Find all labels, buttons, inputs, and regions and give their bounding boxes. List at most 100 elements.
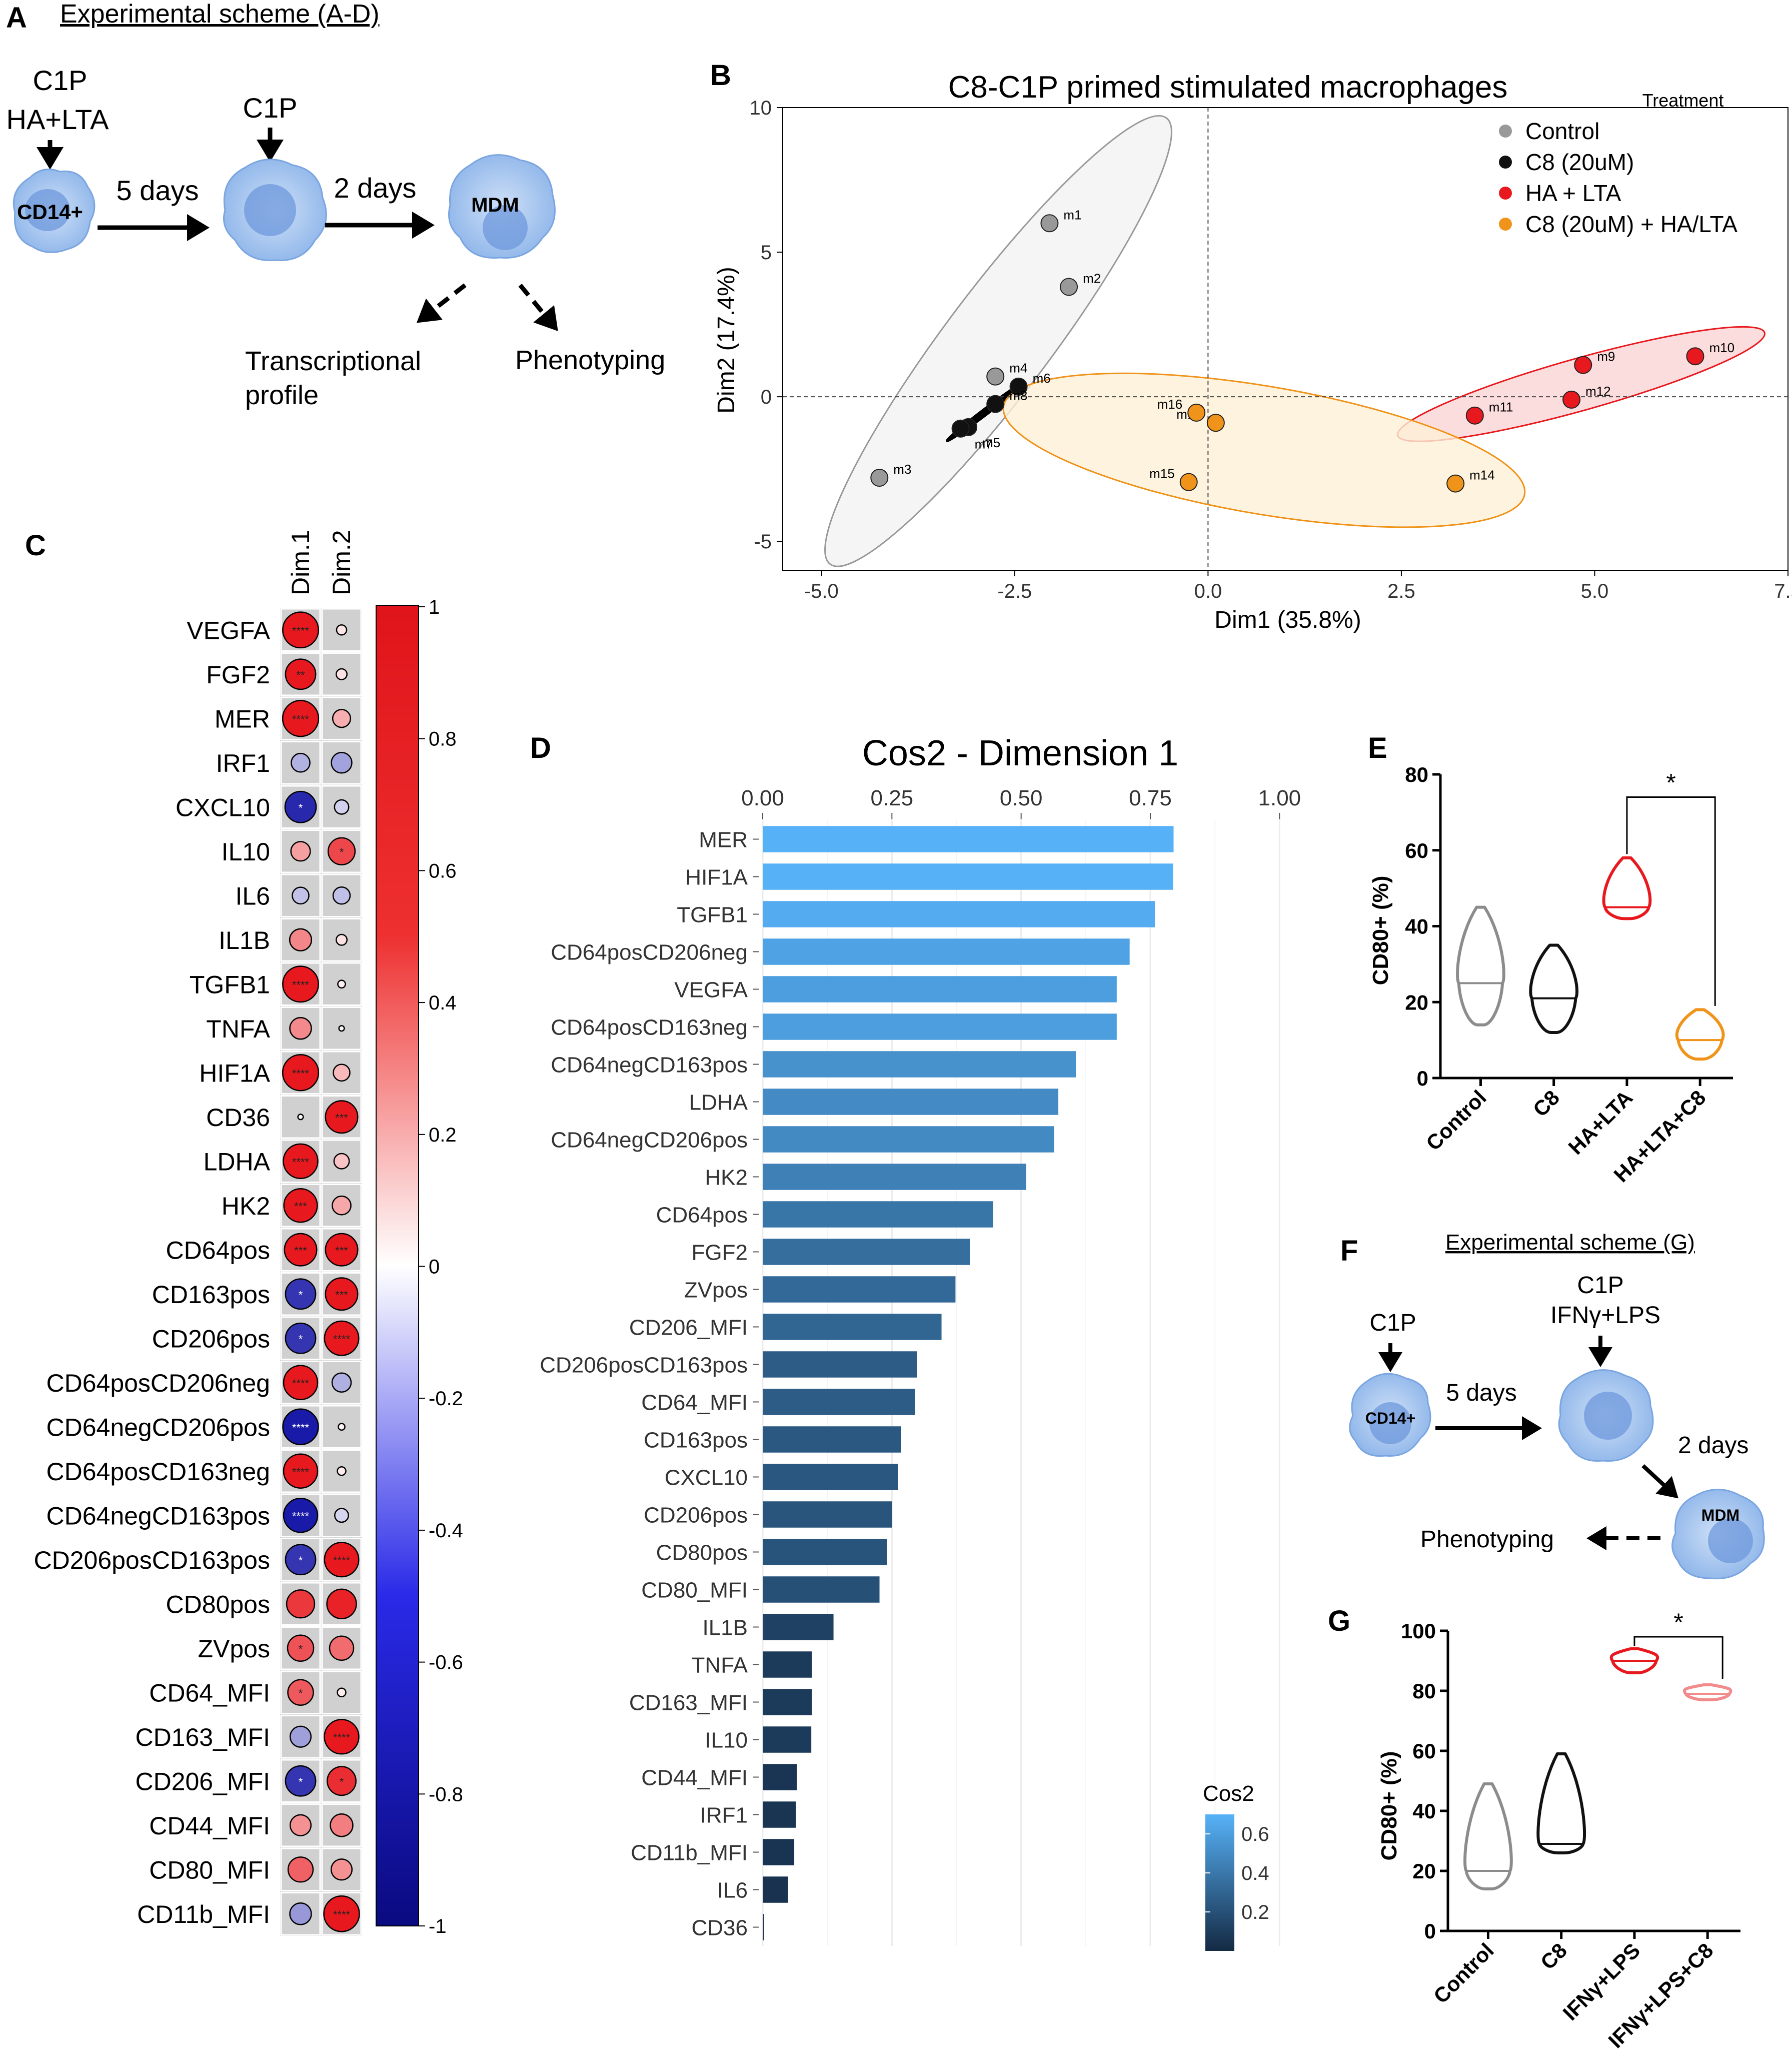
corr-circle <box>285 1765 317 1797</box>
corr-circle <box>334 1508 349 1523</box>
corr-circle <box>290 841 311 862</box>
cos2-category-label: TNFA <box>692 1653 748 1678</box>
pca-point <box>1446 474 1465 493</box>
corr-significance: * <box>299 1333 303 1345</box>
cos2-category-label: CD64_MFI <box>641 1391 748 1415</box>
cos2-bar <box>763 1051 1076 1078</box>
violin-category-label: C8 <box>1528 1086 1564 1121</box>
corr-row-label: CD64pos <box>166 1236 270 1264</box>
cos2-category-label: LDHA <box>689 1091 748 1115</box>
corr-colorbar-label: -0.6 <box>429 1652 463 1674</box>
cos2-legend-label: 0.2 <box>1241 1901 1269 1923</box>
corr-row-label: CD64_MFI <box>149 1679 270 1707</box>
pca-point <box>1040 214 1059 233</box>
violin-ytick-label: 80 <box>1405 763 1428 786</box>
corr-circle <box>334 799 350 815</box>
cos2-category-label: CD44_MFI <box>641 1766 748 1790</box>
corr-significance: **** <box>292 978 310 991</box>
violin-ytick-label: 0 <box>1417 1067 1428 1090</box>
cos2-bar <box>763 1914 764 1940</box>
cos2-bar <box>763 1651 812 1678</box>
pca-title: C8-C1P primed stimulated macrophages <box>948 70 1508 105</box>
corr-row-label: LDHA <box>204 1148 271 1176</box>
violin-significance-bracket <box>1633 1636 1723 1679</box>
cos2-category-label: CD11b_MFI <box>631 1841 748 1865</box>
f-cell-mdm: MDM <box>1671 1489 1765 1580</box>
pca-xtick-label: -2.5 <box>997 580 1032 602</box>
corr-significance: *** <box>335 1244 348 1257</box>
corr-circle <box>291 752 311 773</box>
cos2-category-label: IRF1 <box>700 1803 748 1828</box>
pca-point-label: m8 <box>1009 388 1027 403</box>
cos2-bar <box>763 1764 797 1790</box>
pca-point <box>1179 473 1198 491</box>
corr-circle <box>282 611 319 649</box>
cos2-bar <box>763 1539 887 1565</box>
panel-letter-f: F <box>1340 1235 1358 1267</box>
cos2-legend: Cos2 0.6 0.4 0.2 <box>1203 1781 1269 1951</box>
corr-colorbar-label: 1 <box>429 596 440 618</box>
cos2-category-label: CD64negCD163pos <box>551 1053 748 1078</box>
corr-column-headers: Dim.1 Dim.2 <box>287 530 356 595</box>
cos2-category-label: HIF1A <box>685 865 748 890</box>
pca-point-label: m14 <box>1469 468 1495 483</box>
pca-point <box>870 469 889 487</box>
corr-significance: **** <box>292 624 310 637</box>
scheme-f-label-c1p-2: C1P <box>1577 1272 1623 1299</box>
corr-row-label: CD163pos <box>152 1281 270 1309</box>
corr-circle <box>286 1589 316 1619</box>
scheme-f: Experimental scheme (G) C1P C1P IFNγ+LPS… <box>1349 1230 1765 1580</box>
cos2-bar <box>763 1839 795 1865</box>
corr-significance: **** <box>292 1156 310 1168</box>
pca-legend-label: HA + LTA <box>1525 180 1621 206</box>
corr-circle <box>336 624 348 636</box>
corr-circle <box>330 1858 353 1881</box>
pca-ylabel: Dim2 (17.4%) <box>713 267 740 413</box>
pca-point-label: m2 <box>1083 271 1101 286</box>
cos2-bar <box>763 1276 956 1303</box>
f-cell-cd14: CD14+ <box>1349 1373 1431 1457</box>
correlation-plot: Dim.1 Dim.2 VEGFA ****FGF2 **MER ****IRF1CXC… <box>34 530 463 1937</box>
cos2-bar <box>763 1801 796 1828</box>
violin-ytick-label: 20 <box>1405 990 1428 1014</box>
scheme-a-output-1a: Transcriptional <box>245 346 421 376</box>
corr-circle <box>323 1895 360 1932</box>
panel-letter-e: E <box>1368 732 1387 764</box>
f-cell-intermediate <box>1558 1369 1654 1462</box>
pca-legend-marker <box>1499 156 1512 169</box>
corr-row-label: CD163_MFI <box>135 1723 270 1751</box>
corr-significance: **** <box>292 1067 310 1080</box>
corr-column-label: Dim.1 <box>287 530 315 595</box>
cos2-legend-label: 0.6 <box>1241 1823 1269 1845</box>
scheme-a-label-c1p-2: C1P <box>243 92 298 124</box>
cell-intermediate <box>223 159 327 261</box>
cos2-bar-chart: Cos2 - Dimension 1 0.00 0.25 0.50 0.75 1.00 … <box>540 733 1305 1951</box>
corr-circle <box>332 1195 352 1216</box>
scheme-f-output: Phenotyping <box>1420 1526 1554 1553</box>
cos2-bar <box>763 901 1155 927</box>
corr-significance: * <box>299 1775 303 1788</box>
pca-point-label: m15 <box>1149 466 1175 481</box>
pca-point <box>1009 377 1028 396</box>
violin-category-label: C8 <box>1536 1938 1571 1974</box>
corr-colorbar-label: 0.6 <box>429 860 457 882</box>
cos2-bar <box>763 1726 812 1753</box>
arrow-dashed-2 <box>518 284 558 331</box>
corr-circle <box>333 1153 350 1170</box>
corr-circle <box>338 1423 346 1431</box>
scheme-f-label-c1p: C1P <box>1369 1310 1416 1336</box>
pca-xtick-label: 7.5 <box>1774 580 1792 602</box>
corr-cell <box>321 1139 362 1183</box>
pca-point <box>1060 278 1078 296</box>
corr-circle <box>325 1100 359 1134</box>
violin-shape <box>1682 1683 1732 1701</box>
pca-ytick-label: 0 <box>761 386 772 408</box>
corr-row-label: CD64posCD206neg <box>46 1369 270 1397</box>
pca-legend-label: Control <box>1525 118 1599 144</box>
scheme-f-label-ifn-lps: IFNγ+LPS <box>1550 1302 1660 1329</box>
cos2-bar <box>763 1614 834 1640</box>
scheme-a-output-1b: profile <box>245 380 319 410</box>
violin-shape <box>1602 856 1652 920</box>
cos2-category-label: CXCL10 <box>665 1466 748 1490</box>
cos2-xtick-label: 0.00 <box>741 786 784 810</box>
